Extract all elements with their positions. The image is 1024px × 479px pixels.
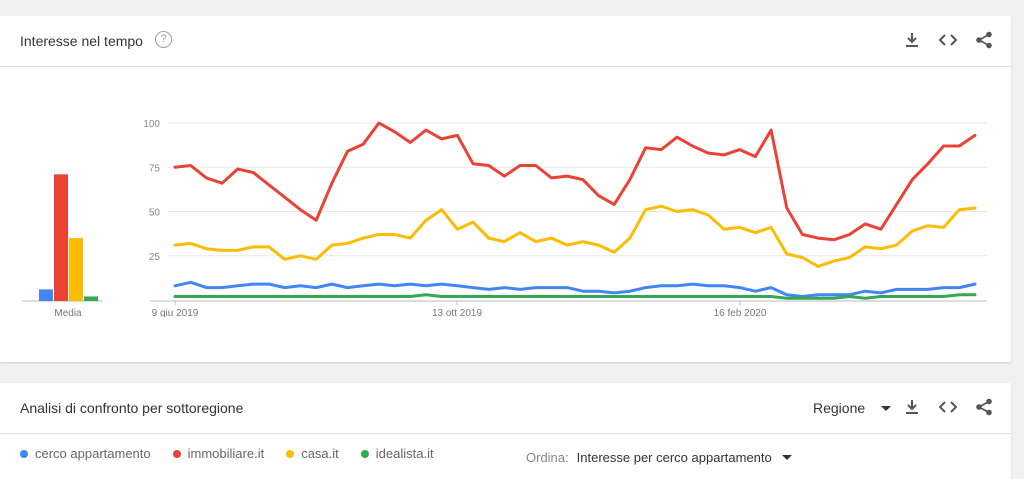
region-dropdown[interactable]: Regione [813,400,892,416]
legend-dot [20,449,28,458]
download-icon[interactable] [901,29,923,51]
y-tick-label: 100 [143,119,160,130]
average-bar [84,296,98,301]
interest-over-time-title: Interesse nel tempo [20,33,143,49]
legend-label: idealista.it [375,446,434,461]
subregion-comparison-title: Analisi di confronto per sottoregione [20,400,244,416]
average-label: Media [54,308,82,317]
interest-line-chart: 25 50 75 100 9 giu 2019 13 ott 2019 16 feb 202… [22,119,987,317]
download-icon[interactable] [901,396,923,418]
legend-label: casa.it [301,446,339,461]
card1-toolbar [901,29,995,51]
series-legend: cerco appartamento immobiliare.it casa.i… [20,446,434,461]
embed-code-icon[interactable] [937,396,959,418]
sort-control: Ordina: Interesse per cerco appartamento [526,450,792,465]
average-bar [54,174,68,301]
legend-item[interactable]: casa.it [286,446,339,461]
embed-code-icon[interactable] [937,29,959,51]
sort-dropdown-value: Interesse per cerco appartamento [576,450,772,465]
legend-dot [172,449,181,458]
subregion-comparison-header: Analisi di confronto per sottoregione Re… [0,383,1011,434]
series-line [173,293,977,300]
x-tick-label: 16 feb 2020 [714,308,767,317]
subregion-comparison-card: Analisi di confronto per sottoregione Re… [0,383,1011,479]
average-bar [39,289,53,301]
region-dropdown-label: Regione [813,400,866,416]
legend-dot [360,449,369,458]
x-tick-label: 9 giu 2019 [152,308,199,317]
legend-item[interactable]: immobiliare.it [172,446,265,461]
legend-label: immobiliare.it [187,446,265,461]
card2-toolbar [901,396,995,418]
average-bar [69,238,83,301]
y-tick-label: 75 [149,163,161,174]
interest-over-time-card: Interesse nel tempo ? 25 50 75 100 9 giu 201… [0,16,1011,362]
interest-over-time-header: Interesse nel tempo ? [0,16,1011,67]
x-tick-label: 13 ott 2019 [432,308,482,317]
series-line [173,121,977,242]
y-tick-label: 50 [149,208,161,219]
legend-item[interactable]: cerco appartamento [20,446,151,461]
series-line [173,204,977,268]
series-line [173,280,977,298]
legend-label: cerco appartamento [35,446,151,461]
help-icon[interactable]: ? [155,31,172,48]
sort-label: Ordina: [526,450,569,465]
dropdown-caret-icon [781,455,792,460]
dropdown-caret-icon [881,405,892,411]
share-icon[interactable] [973,29,995,51]
legend-item[interactable]: idealista.it [360,446,434,461]
share-icon[interactable] [973,396,995,418]
sort-dropdown[interactable]: Interesse per cerco appartamento [577,450,792,465]
legend-dot [286,449,295,458]
y-tick-label: 25 [149,252,161,263]
